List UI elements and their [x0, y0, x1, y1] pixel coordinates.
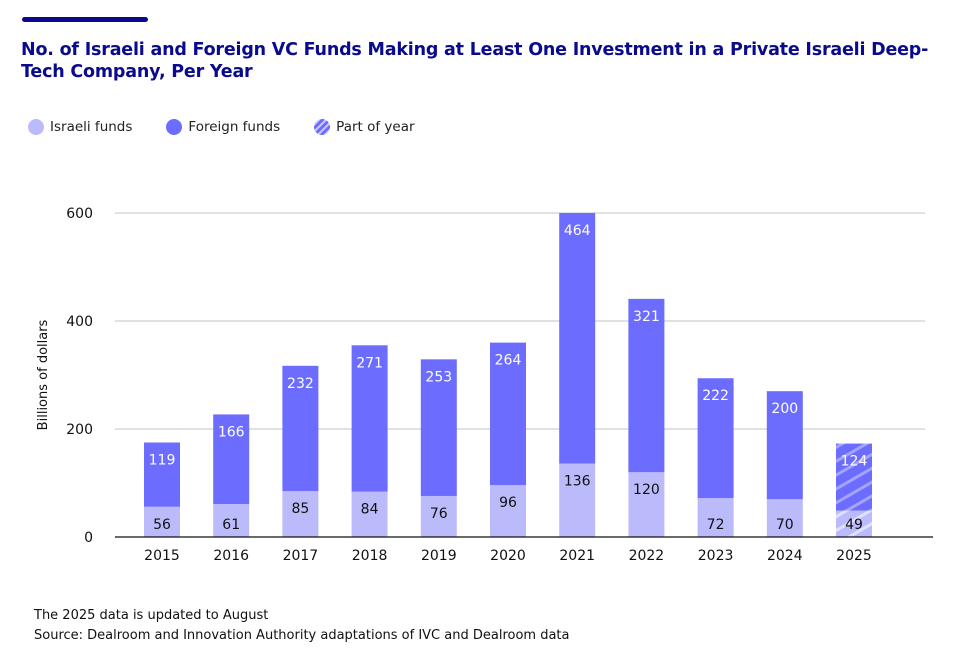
x-tick-label: 2025	[836, 548, 872, 564]
bar-foreign-2021	[559, 213, 596, 464]
data-label-foreign: 166	[218, 424, 245, 440]
data-label-israeli: 136	[564, 474, 591, 490]
bar-foreign-2025	[836, 443, 872, 511]
bar-israeli-2016	[213, 504, 250, 537]
legend-swatch-foreign	[166, 119, 183, 135]
data-label-israeli: 84	[361, 502, 379, 518]
x-tick-label: 2017	[283, 548, 319, 564]
x-tick-label: 2020	[490, 548, 526, 564]
data-label-foreign: 264	[495, 353, 522, 369]
bar-israeli-2015	[144, 506, 180, 537]
footnote-source: Source: Dealroom and Innovation Authorit…	[34, 628, 570, 643]
bar-israeli-2017	[282, 491, 319, 537]
data-label-israeli: 70	[776, 517, 794, 533]
title-accent-bar	[22, 17, 148, 22]
x-tick-label: 2016	[213, 548, 249, 564]
bar-foreign-2022	[628, 298, 665, 473]
data-label-foreign: 119	[149, 453, 176, 469]
bar-foreign-2015	[144, 442, 180, 507]
bar-foreign-2019	[420, 359, 457, 496]
bar-foreign-2020	[490, 342, 526, 486]
data-label-israeli: 72	[707, 517, 725, 533]
data-label-foreign: 124	[841, 454, 868, 470]
data-label-israeli: 49	[845, 517, 863, 533]
data-label-israeli: 120	[633, 482, 660, 498]
x-tick-label: 2019	[421, 548, 457, 564]
bars: 119 56 166 61 232 85 271 84 253 76 264 96 464 136 321 1…	[144, 213, 872, 537]
bar-foreign-2017	[282, 365, 319, 492]
y-tick-label: 600	[66, 206, 93, 222]
legend-item-israeli: Israeli funds	[28, 119, 132, 135]
bar-israeli-2018	[351, 491, 388, 537]
x-tick-label: 2018	[352, 548, 388, 564]
legend-item-partial: Part of year	[314, 119, 415, 135]
bar-foreign-2023	[697, 378, 734, 499]
legend-swatch-israeli	[28, 119, 44, 135]
bar-foreign-2024	[766, 391, 803, 500]
data-label-foreign: 200	[771, 401, 798, 417]
legend-label: Foreign funds	[188, 119, 281, 135]
data-label-israeli: 56	[153, 517, 171, 533]
bar-foreign-2016	[213, 414, 250, 505]
data-label-israeli: 85	[291, 501, 309, 517]
footnote-note: The 2025 data is updated to August	[34, 608, 269, 623]
y-tick-label: 0	[84, 530, 93, 546]
data-label-israeli: 96	[499, 495, 517, 511]
x-tick-label: 2024	[767, 548, 803, 564]
bar-israeli-2020	[490, 485, 526, 537]
bar-israeli-2023	[697, 498, 734, 537]
y-tick-label: 400	[66, 314, 93, 330]
x-tick-label: 2021	[559, 548, 595, 564]
data-label-foreign: 321	[633, 309, 660, 325]
legend-label: Part of year	[336, 119, 415, 135]
bar-israeli-2021	[559, 463, 596, 537]
y-axis-label: Billions of dollars	[36, 319, 51, 430]
legend-swatch-partial	[314, 119, 331, 135]
data-label-foreign: 253	[425, 369, 452, 385]
chart-title: No. of Israeli and Foreign VC Funds Maki…	[21, 40, 929, 82]
y-tick-label: 200	[66, 422, 93, 438]
x-tick-label: 2022	[629, 548, 665, 564]
data-label-foreign: 232	[287, 376, 314, 392]
bar-israeli-2022	[628, 472, 665, 537]
data-label-foreign: 271	[356, 355, 383, 371]
data-label-foreign: 222	[702, 388, 729, 404]
legend: Israeli funds Foreign funds Part of year	[28, 119, 449, 135]
data-label-israeli: 76	[430, 506, 448, 522]
bar-israeli-2019	[420, 495, 457, 537]
data-label-foreign: 464	[564, 223, 591, 239]
bar-foreign-2018	[351, 345, 388, 492]
axes: 0 200 400 600 2015 2016 2017 2018 2019 2020 2021 20…	[66, 206, 933, 564]
x-tick-label: 2023	[698, 548, 734, 564]
legend-label: Israeli funds	[50, 119, 133, 135]
legend-item-foreign: Foreign funds	[166, 119, 280, 135]
bar-israeli-2025	[836, 510, 872, 537]
x-tick-label: 2015	[144, 548, 180, 564]
bar-israeli-2024	[766, 499, 803, 537]
data-label-israeli: 61	[222, 517, 240, 533]
